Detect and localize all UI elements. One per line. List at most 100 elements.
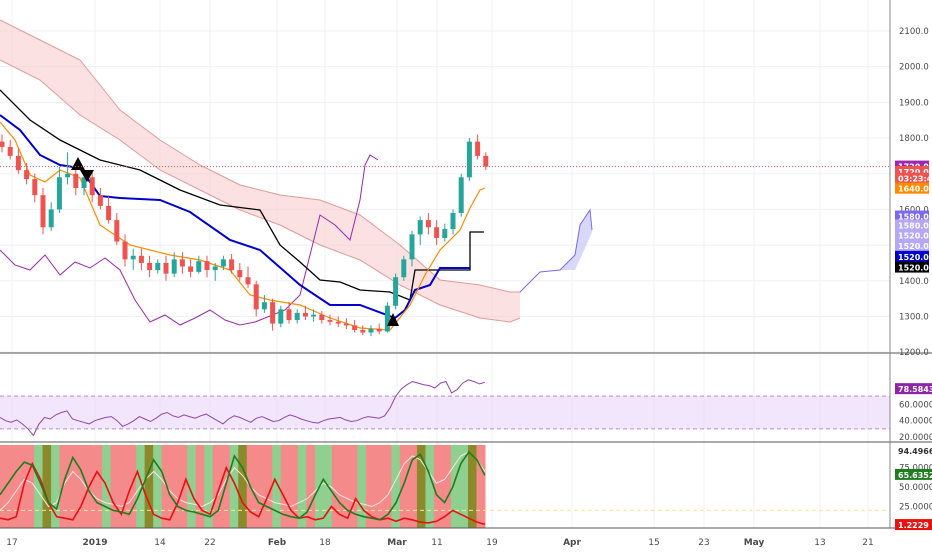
zone-block (17, 445, 27, 528)
candle-up (442, 229, 448, 238)
candle-down (73, 173, 79, 188)
zone-block (425, 445, 435, 528)
price-tick-label: 2100.0 (899, 27, 929, 37)
zone-block (476, 445, 486, 528)
candle-up (401, 259, 407, 278)
candle-up (417, 220, 423, 235)
zone-block (0, 445, 10, 528)
candle-down (138, 255, 144, 263)
zone-block (187, 445, 197, 528)
tenkan-sen (0, 121, 486, 331)
zone-block (25, 445, 35, 528)
osc-value-label: 1.2229 (898, 521, 929, 530)
zone-block (144, 445, 154, 528)
rsi-panel[interactable] (0, 379, 890, 437)
price-label-bg (895, 240, 929, 252)
candle-down (15, 155, 21, 171)
candle-down (32, 179, 38, 196)
candle-up (294, 312, 300, 321)
candle-down (376, 328, 382, 332)
candle-down (163, 262, 169, 274)
price-label-bg (895, 250, 929, 262)
zone-block (433, 445, 443, 528)
cloud-span-a-future (519, 208, 593, 293)
zone-block (399, 445, 409, 528)
zone-block (93, 445, 103, 528)
candle-down (327, 320, 333, 322)
price-label: 1580.0 (898, 221, 929, 230)
candle-down (352, 325, 358, 331)
x-tick-label: 11 (431, 538, 442, 548)
zone-block (229, 445, 239, 528)
candle-down (188, 266, 194, 272)
candle-up (56, 177, 62, 210)
zone-block (127, 445, 137, 528)
x-tick-label: 22 (204, 538, 215, 548)
price-tick-label: 1300.0 (899, 312, 929, 322)
candle-up (458, 177, 464, 213)
candle-down (40, 195, 46, 228)
candle-down (237, 270, 243, 278)
candle-up (311, 314, 317, 317)
x-tick-label: Feb (268, 538, 287, 548)
osc-white-line (0, 451, 486, 511)
price-label: 1520.0 (898, 253, 929, 262)
buy-signal-icon (71, 157, 85, 170)
candle-up (450, 212, 456, 230)
rsi-tick-label: 40.0000 (899, 417, 932, 427)
osc-tick-label: 75.0000 (899, 464, 932, 474)
candle-down (475, 141, 481, 156)
zone-block (374, 445, 384, 528)
candle-up (196, 261, 202, 272)
candle-down (253, 284, 259, 310)
zone-block (416, 445, 426, 528)
zone-block (59, 445, 69, 528)
zone-block (289, 445, 299, 528)
cloud-span-a (0, 19, 520, 293)
grid (0, 0, 890, 528)
price-panel[interactable] (0, 19, 890, 337)
candle-down (360, 330, 366, 333)
oscillator-panel[interactable] (0, 445, 890, 528)
x-tick-label: Mar (387, 538, 407, 548)
zone-block (272, 445, 282, 528)
price-label: 03:23:43 (898, 175, 932, 184)
price-label-bg (895, 210, 929, 222)
kijun-sen (0, 114, 470, 320)
rsi-value-label: 78.5843 (898, 385, 932, 394)
zone-block (331, 445, 341, 528)
x-tick-label: 2019 (82, 538, 107, 548)
price-label: 1520.0 (898, 264, 929, 273)
candle-down (106, 205, 112, 221)
zone-block (212, 445, 222, 528)
candle-down (302, 312, 308, 317)
candle-down (122, 241, 128, 260)
zone-block (153, 445, 163, 528)
candle-down (97, 195, 103, 206)
candle-down (204, 261, 210, 271)
candle-down (0, 141, 5, 147)
zone-block (382, 445, 392, 528)
buy-signal-icon (387, 313, 399, 326)
zone-block (51, 445, 61, 528)
price-label-bg (895, 182, 929, 194)
candle-down (245, 277, 251, 285)
candle-up (81, 177, 87, 188)
osc-value-bg (895, 468, 932, 480)
candle-up (393, 277, 399, 306)
price-label: 1520.0 (898, 231, 929, 240)
zone-block (170, 445, 180, 528)
osc-tick-label: 25.0000 (899, 503, 932, 513)
candle-down (114, 220, 120, 242)
zone-block (340, 445, 350, 528)
candle-up (261, 302, 267, 310)
sell-signal-icon (80, 170, 94, 182)
x-tick-label: May (744, 538, 765, 548)
zone-block (119, 445, 129, 528)
x-tick-label: Apr (563, 538, 581, 548)
osc-value-label: 65.6352 (898, 471, 932, 480)
zone-block (459, 445, 469, 528)
